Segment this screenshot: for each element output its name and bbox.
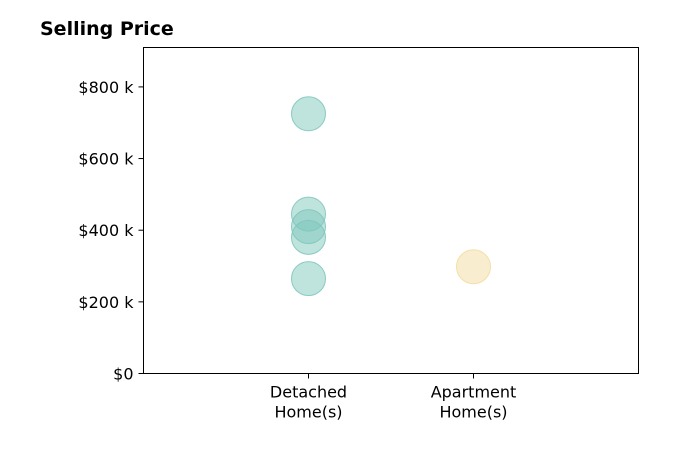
y-tick-label: $0 xyxy=(113,365,133,384)
x-tick-label: Detached Home(s) xyxy=(270,383,347,422)
y-tick-label: $600 k xyxy=(78,150,134,169)
data-point xyxy=(456,249,491,285)
x-tick-label-line: Detached xyxy=(270,383,347,402)
chart-title: Selling Price xyxy=(40,18,174,40)
x-tick-label-line: Apartment xyxy=(431,383,517,402)
y-tick-label: $800 k xyxy=(78,78,134,97)
x-tick-label: Apartment Home(s) xyxy=(431,383,517,422)
y-tick-label: $200 k xyxy=(78,293,134,312)
plot-frame xyxy=(143,47,639,374)
data-point xyxy=(291,219,326,255)
y-tick-label: $400 k xyxy=(78,221,134,240)
y-axis: $0 $200 k $400 k $600 k $800 k xyxy=(78,78,144,384)
x-tick-label-line: Home(s) xyxy=(274,403,342,422)
data-points xyxy=(291,96,491,297)
data-point xyxy=(291,261,326,297)
plot-area xyxy=(143,47,639,374)
x-axis: Detached Home(s)Apartment Home(s) xyxy=(270,373,517,422)
data-point xyxy=(291,96,326,132)
x-tick-label-line: Home(s) xyxy=(439,403,507,422)
